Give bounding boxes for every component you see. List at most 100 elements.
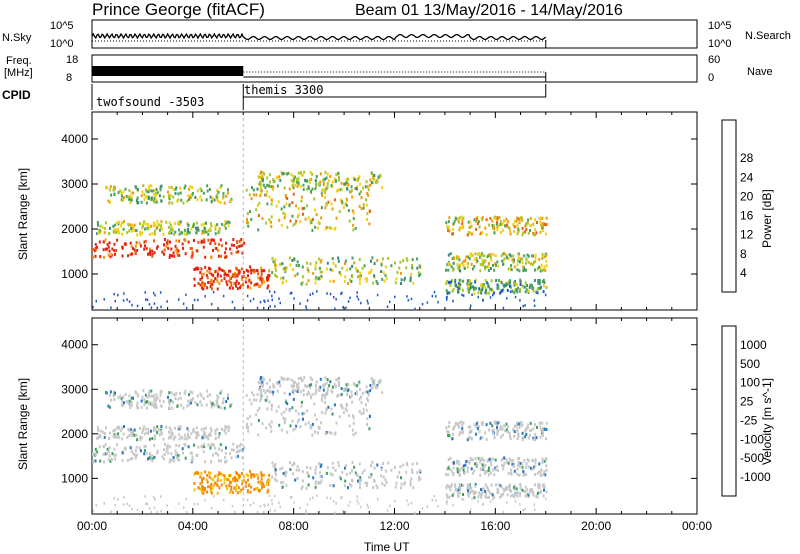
velocity-cell xyxy=(206,389,209,393)
power-cell xyxy=(230,243,233,247)
velocity-cell xyxy=(230,403,233,406)
velocity-cell xyxy=(187,399,190,403)
velocity-cell xyxy=(484,431,487,435)
power-cell xyxy=(504,284,507,288)
velocity-cell xyxy=(127,400,130,404)
power-cell xyxy=(209,282,212,286)
power-cell xyxy=(104,247,107,251)
velocity-cell xyxy=(184,389,187,393)
power-cell xyxy=(206,286,209,290)
power-cell xyxy=(500,281,503,285)
power-cell xyxy=(110,193,113,197)
velocity-noise-cell xyxy=(263,511,265,514)
power-cell xyxy=(256,282,259,286)
velocity-cell xyxy=(394,485,397,489)
power-cell xyxy=(134,250,137,254)
velocity-cell xyxy=(371,386,374,390)
power-noise-cell xyxy=(268,290,271,293)
power-cell xyxy=(345,203,348,207)
velocity-cell xyxy=(471,489,474,493)
velocity-cell xyxy=(123,401,125,405)
power-cell xyxy=(400,278,403,282)
velocity-cell xyxy=(216,428,219,431)
power-cell xyxy=(225,241,227,245)
velocity-cell xyxy=(263,484,265,488)
power-noise-cell xyxy=(185,306,188,310)
power-cell xyxy=(521,218,524,222)
power-cell xyxy=(274,268,277,272)
velocity-cell xyxy=(521,438,524,442)
power-cell xyxy=(314,267,317,271)
velocity-cell xyxy=(217,473,220,477)
power-noise-cell xyxy=(222,294,225,298)
velocity-cell xyxy=(539,473,542,477)
power-cell xyxy=(385,276,388,280)
velocity-cell xyxy=(178,433,180,437)
power-cell xyxy=(229,269,232,273)
velocity-cell xyxy=(118,425,121,429)
velocity-cell xyxy=(156,396,159,400)
power-cell xyxy=(274,273,277,277)
velocity-cell xyxy=(541,473,544,477)
power-cell xyxy=(369,270,372,274)
power-cell xyxy=(301,275,304,279)
power-cell xyxy=(347,209,350,212)
power-cell xyxy=(155,193,158,197)
power-noise-cell xyxy=(204,295,206,298)
power-cell xyxy=(200,189,203,193)
power-cell xyxy=(326,172,329,176)
velocity-cell xyxy=(325,381,328,385)
velocity-cell xyxy=(492,468,494,472)
velocity-cell xyxy=(458,433,461,437)
velocity-cell xyxy=(253,488,256,491)
velocity-cell xyxy=(228,425,231,429)
velocity-cell xyxy=(478,437,481,441)
freq-top-tick: 18 xyxy=(66,54,79,66)
velocity-noise-cell xyxy=(264,504,266,507)
power-cell xyxy=(345,181,348,184)
power-cell xyxy=(123,220,125,224)
velocity-cell xyxy=(338,475,341,479)
velocity-cell xyxy=(264,391,267,395)
velocity-cell xyxy=(323,383,326,386)
velocity-cell xyxy=(490,483,493,487)
power-cell xyxy=(221,222,224,226)
velocity-cell xyxy=(235,477,238,481)
velocity-cell xyxy=(513,487,516,491)
power-ylabel: Slant Range [km] xyxy=(16,167,30,260)
velocity-cell xyxy=(513,495,516,499)
velocity-cell xyxy=(208,393,211,397)
power-cell xyxy=(309,219,312,223)
power-cell xyxy=(232,273,235,277)
power-cell xyxy=(475,256,478,260)
velocity-cell xyxy=(502,464,505,467)
power-cell xyxy=(468,279,471,283)
power-noise-cell xyxy=(212,290,215,294)
velocity-cell xyxy=(265,398,268,402)
power-cell xyxy=(403,278,406,282)
velocity-noise-cell xyxy=(145,502,147,505)
velocity-cell xyxy=(489,421,492,425)
power-cell xyxy=(521,261,524,265)
velocity-cell xyxy=(250,475,253,479)
power-cell xyxy=(455,256,458,260)
power-cell xyxy=(306,204,308,208)
power-cell xyxy=(337,171,340,175)
power-cell xyxy=(289,263,292,267)
power-cell xyxy=(153,189,156,193)
power-cell xyxy=(459,263,462,267)
power-cell xyxy=(375,280,378,283)
velocity-cell xyxy=(200,428,203,432)
velocity-cell xyxy=(139,427,141,430)
velocity-noise-cell xyxy=(469,508,472,511)
velocity-cell xyxy=(454,484,457,488)
power-cell xyxy=(534,228,537,232)
power-cell xyxy=(300,173,303,177)
velocity-cell xyxy=(283,391,286,395)
velocity-cell xyxy=(525,466,527,470)
power-cell xyxy=(226,191,229,195)
velocity-cell xyxy=(525,428,528,432)
power-cell xyxy=(228,269,230,273)
velocity-cell xyxy=(235,450,238,454)
